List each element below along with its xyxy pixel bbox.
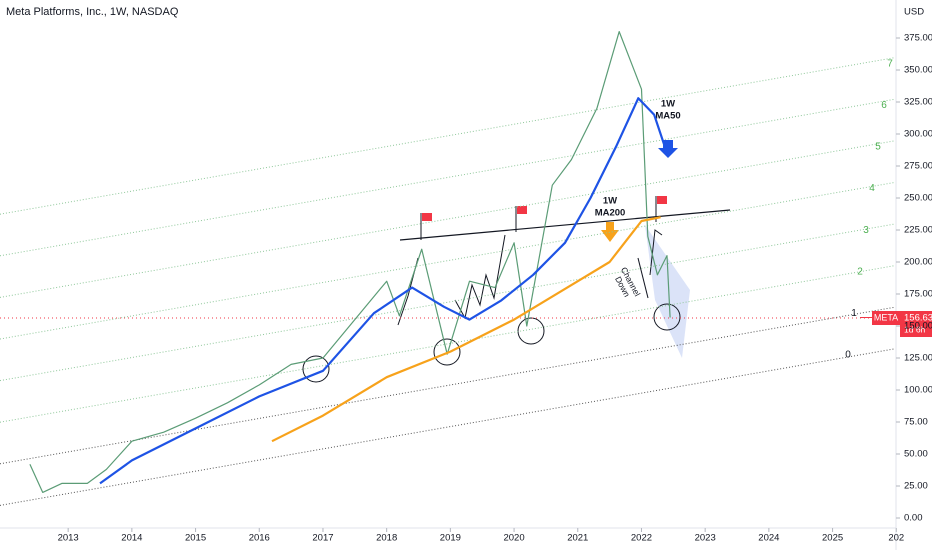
y-tick-label: 275.00 <box>904 161 932 172</box>
y-tick-label: 150.00 <box>904 321 932 332</box>
y-tick-label: 25.00 <box>904 481 928 492</box>
y-tick-label: 75.00 <box>904 417 928 428</box>
annotation: MA50 <box>655 111 680 122</box>
channel-label: 1 <box>851 308 857 319</box>
channel-label: 3 <box>863 225 869 236</box>
x-tick-label: 2015 <box>185 533 206 544</box>
x-tick-label: 2024 <box>758 533 779 544</box>
series-line <box>29 31 671 493</box>
price-tag-text: 156.63 <box>904 313 932 324</box>
y-tick-label: 350.00 <box>904 65 932 76</box>
channel-label: 2 <box>857 266 863 277</box>
channel-label: 0 <box>845 350 851 361</box>
y-tick-label: 50.00 <box>904 449 928 460</box>
channel-label: 5 <box>875 142 881 153</box>
series-line <box>271 216 661 443</box>
x-tick-label: 2014 <box>121 533 142 544</box>
x-tick-label: 2018 <box>376 533 397 544</box>
annotation: 1W <box>661 99 675 110</box>
y-tick-label: 250.00 <box>904 193 932 204</box>
y-tick-label: 375.00 <box>904 33 932 44</box>
x-tick-label: 2019 <box>440 533 461 544</box>
channel-label: 4 <box>869 183 875 194</box>
drawings <box>0 57 896 506</box>
y-tick-label: 300.00 <box>904 129 932 140</box>
y-tick-label: 200.00 <box>904 257 932 268</box>
y-tick-label: 325.00 <box>904 97 932 108</box>
annotation: 1W <box>603 196 617 207</box>
channel-down-area <box>645 225 690 358</box>
price-tag <box>900 311 932 337</box>
series-line <box>99 97 669 485</box>
symbol-tag-text: META <box>874 312 898 322</box>
x-tick-label: 2016 <box>249 533 270 544</box>
x-tick-label: 2025 <box>822 533 843 544</box>
x-tick-label: 2020 <box>503 533 524 544</box>
y-tick-label: 225.00 <box>904 225 932 236</box>
x-tick-label: 2017 <box>312 533 333 544</box>
y-tick-label: 175.00 <box>904 289 932 300</box>
channel-label: 7 <box>887 58 893 69</box>
countdown: 1d 6h <box>904 324 926 334</box>
resistance-line <box>399 209 731 241</box>
orange-arrow <box>601 222 619 242</box>
x-tick-label: 2023 <box>695 533 716 544</box>
channel-label: 6 <box>881 100 887 111</box>
y-tick-label: 100.00 <box>904 385 932 396</box>
x-tick-label: 202 <box>888 533 904 544</box>
symbol-tag <box>872 311 900 325</box>
annotation: MA200 <box>595 208 626 219</box>
flags <box>420 196 667 240</box>
x-tick-label: 2022 <box>631 533 652 544</box>
chart-title: Meta Platforms, Inc., 1W, NASDAQ <box>6 6 179 18</box>
x-tick-label: 2013 <box>58 533 79 544</box>
y-tick-label: 125.00 <box>904 353 932 364</box>
circles <box>302 303 681 383</box>
currency: USD <box>904 7 924 18</box>
y-tick-label: 0.00 <box>904 513 923 524</box>
x-tick-label: 2021 <box>567 533 588 544</box>
